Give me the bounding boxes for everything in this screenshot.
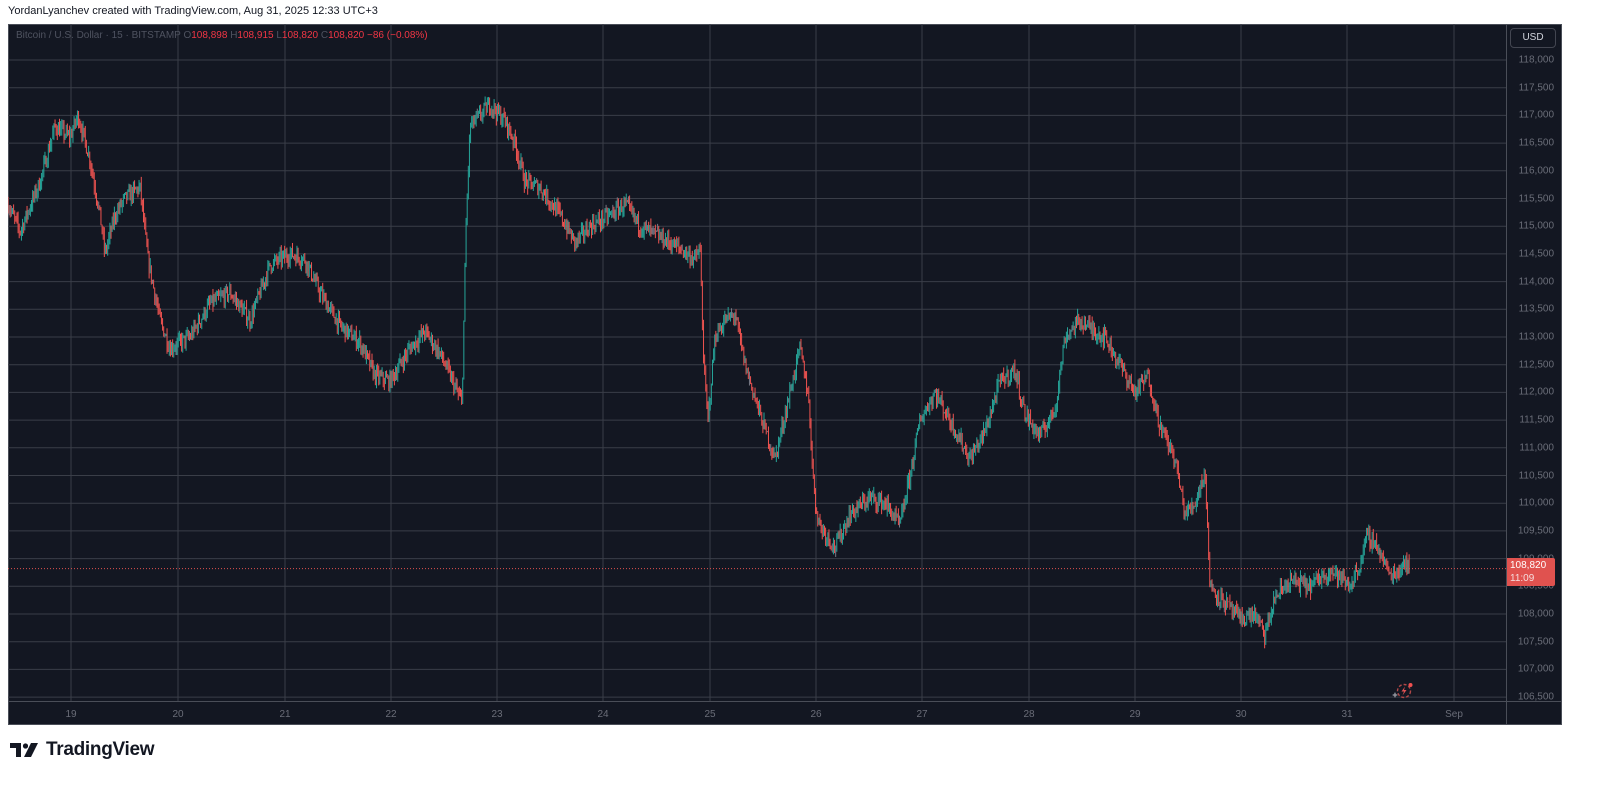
time-tick-label: 27 xyxy=(916,709,928,720)
time-tick-label: 23 xyxy=(491,709,503,720)
price-tick-label: 115,000 xyxy=(1518,220,1554,232)
price-tick-label: 106,500 xyxy=(1517,691,1554,703)
chart-legend: Bitcoin / U.S. Dollar · 15 · BITSTAMP O1… xyxy=(16,30,428,41)
chart-frame xyxy=(8,24,1562,725)
currency-button[interactable]: USD xyxy=(1510,28,1556,48)
price-tick-label: 116,000 xyxy=(1518,165,1554,177)
flash-icon[interactable] xyxy=(1391,681,1415,701)
price-tick-label: 110,000 xyxy=(1518,497,1554,509)
low-value: 108,820 xyxy=(281,30,319,41)
price-tick-label: 110,500 xyxy=(1518,470,1554,481)
tradingview-logo-text: TradingView xyxy=(46,739,155,760)
last-price-value: 108,820 xyxy=(1510,560,1547,571)
price-tick-label: 116,500 xyxy=(1518,137,1554,149)
change-value: −86 (−0.08%) xyxy=(367,30,428,41)
time-tick-label: 20 xyxy=(172,709,184,720)
tradingview-logo-icon xyxy=(10,743,38,757)
price-tick-label: 114,500 xyxy=(1518,248,1554,260)
price-tick-label: 111,500 xyxy=(1519,414,1554,426)
close-value: 108,820 xyxy=(328,30,365,41)
price-tick-label: 117,500 xyxy=(1518,82,1554,94)
time-tick-label: 25 xyxy=(704,709,716,720)
low-label: L xyxy=(276,30,282,41)
symbol-title[interactable]: Bitcoin / U.S. Dollar · 15 · BITSTAMP xyxy=(16,30,181,41)
price-tick-label: 112,500 xyxy=(1518,359,1554,371)
time-tick-label: 26 xyxy=(810,709,822,720)
chart-plot-area[interactable] xyxy=(8,24,1506,701)
time-tick-label: 31 xyxy=(1341,709,1353,720)
time-tick-label: 29 xyxy=(1129,709,1141,720)
price-tick-label: 109,500 xyxy=(1517,525,1554,537)
price-tick-label: 107,000 xyxy=(1517,663,1554,675)
time-axis[interactable]: 19 20 21 22 23 24 25 26 27 28 29 30 31 Sep xyxy=(8,701,1506,725)
last-price-label: 108,820 11:09 xyxy=(1507,558,1555,586)
tradingview-logo[interactable]: TradingView xyxy=(10,739,155,761)
time-tick-label: 21 xyxy=(279,709,291,720)
time-tick-label: 19 xyxy=(65,709,77,720)
price-tick-label: 111,000 xyxy=(1519,442,1554,454)
price-tick-label: 117,000 xyxy=(1518,109,1554,121)
price-tick-label: 115,500 xyxy=(1518,193,1554,204)
time-tick-label: 30 xyxy=(1235,709,1247,720)
time-tick-label: 28 xyxy=(1023,709,1035,720)
price-tick-label: 114,000 xyxy=(1518,276,1554,288)
open-value: 108,898 xyxy=(191,30,228,41)
price-tick-label: 108,500 xyxy=(1517,580,1554,592)
price-tick-label: 113,000 xyxy=(1518,331,1554,343)
price-tick-label: 113,500 xyxy=(1518,303,1554,315)
price-tick-label: 112,000 xyxy=(1518,386,1554,398)
candlestick-chart[interactable] xyxy=(8,24,1506,701)
time-tick-label: Sep xyxy=(1445,709,1463,720)
time-tick-label: 24 xyxy=(597,709,609,720)
bar-countdown: 11:09 xyxy=(1510,573,1535,584)
axis-corner xyxy=(1506,701,1562,725)
close-label: C xyxy=(320,30,329,41)
time-tick-label: 22 xyxy=(385,709,397,720)
price-tick-label: 108,000 xyxy=(1517,608,1554,620)
price-tick-label: 118,000 xyxy=(1518,54,1554,66)
chart-caption: YordanLyanchev created with TradingView.… xyxy=(8,5,378,17)
high-value: 108,915 xyxy=(237,30,274,41)
price-tick-label: 107,500 xyxy=(1517,636,1554,648)
open-label: O xyxy=(183,30,192,41)
high-label: H xyxy=(230,30,238,41)
price-axis[interactable]: 118,000 117,500 117,000 116,500 116,000 115,5… xyxy=(1506,24,1562,703)
